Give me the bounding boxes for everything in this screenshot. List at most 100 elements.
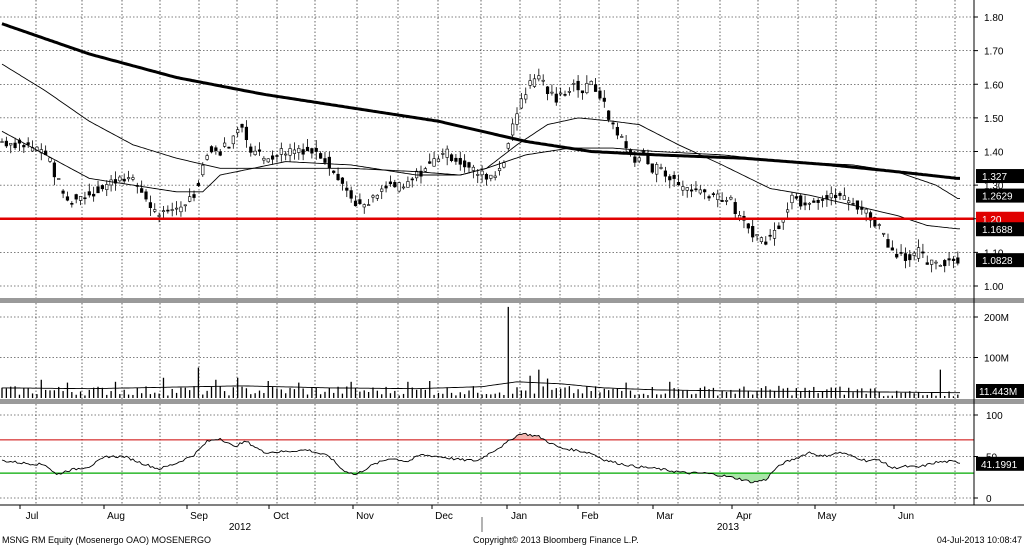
candle-body — [873, 216, 877, 227]
candle-body — [218, 151, 222, 156]
candle-body — [759, 237, 764, 242]
candle-body — [930, 259, 934, 265]
candle-body — [449, 154, 454, 161]
candle-body — [319, 153, 323, 159]
candle-body — [48, 157, 52, 162]
candle-body — [864, 208, 868, 214]
candle-body — [131, 177, 135, 180]
candle-body — [812, 200, 816, 203]
candle-body — [275, 155, 279, 157]
candle-body — [506, 143, 510, 149]
year-label: 2013 — [717, 522, 740, 533]
candle-body — [401, 186, 406, 189]
candle-body — [336, 173, 340, 181]
candle-body — [327, 156, 331, 169]
candle-body — [663, 170, 667, 177]
candle-body — [825, 195, 829, 200]
candle-body — [105, 184, 109, 190]
candle-body — [947, 258, 951, 261]
close-label: 1.0828 — [982, 256, 1013, 267]
candle-body — [502, 162, 506, 168]
candle-body — [528, 80, 532, 86]
ma-50-line — [1, 117, 960, 230]
chart-grid — [0, 0, 974, 505]
candle-body — [751, 226, 755, 238]
volume-tick-label: 100M — [984, 354, 1009, 365]
candle-body — [877, 224, 881, 226]
candle-body — [524, 94, 528, 100]
candle-body — [148, 202, 152, 208]
candle-body — [74, 194, 78, 200]
ma-100-label: 1.2629 — [982, 192, 1013, 203]
candle-body — [436, 158, 441, 162]
candle-body — [345, 187, 349, 191]
candle-body — [572, 83, 576, 85]
candle-body — [92, 193, 96, 197]
candle-body — [305, 146, 310, 152]
candle-body — [720, 200, 724, 202]
rsi-overbought-fill — [214, 433, 545, 440]
month-label: Nov — [356, 511, 374, 522]
candle-body — [144, 191, 148, 200]
candle-body — [511, 123, 515, 136]
candle-body — [794, 196, 798, 199]
candle-body — [956, 257, 960, 264]
ma-50-label-bg — [976, 222, 1024, 237]
security-label: MSNG RM Equity (Mosenergo OAO) MOSENERGO — [2, 535, 212, 545]
candle-body — [340, 177, 345, 184]
candle-body — [943, 260, 947, 267]
candle-body — [484, 174, 489, 180]
volume-last-label: 11.443M — [979, 387, 1017, 398]
ma-200-label: 1.327 — [982, 172, 1007, 183]
month-label: Jan — [511, 511, 527, 522]
candle-body — [934, 261, 938, 264]
candle-body — [912, 252, 916, 256]
ma-100-label-bg — [976, 188, 1024, 203]
candle-body — [201, 164, 205, 176]
month-label: Aug — [107, 511, 125, 522]
candle-body — [925, 262, 929, 265]
price-tick-label: 1.70 — [984, 47, 1004, 58]
candle-body — [921, 251, 925, 254]
candle-body — [628, 150, 633, 153]
candle-body — [938, 265, 942, 267]
candle-body — [580, 90, 585, 94]
candle-body — [895, 253, 899, 258]
candle-body — [842, 195, 846, 200]
month-label: Oct — [273, 511, 289, 522]
candle-body — [620, 136, 624, 138]
candle-body — [284, 153, 288, 156]
ma-200-label-bg — [976, 169, 1024, 184]
candle-body — [380, 188, 384, 192]
candle-body — [227, 146, 231, 149]
candle-body — [598, 90, 602, 99]
candle-body — [786, 209, 790, 213]
rsi-oversold-fill — [55, 473, 772, 483]
candle-body — [445, 148, 449, 158]
candle-body — [314, 147, 318, 152]
candle-body — [681, 186, 685, 191]
candle-body — [790, 194, 794, 204]
price-tick-label: 1.30 — [984, 181, 1004, 192]
candle-body — [367, 204, 371, 206]
rsi-last-label-bg — [976, 456, 1024, 471]
candle-body — [358, 199, 362, 204]
candle-body — [834, 194, 838, 199]
candle-body — [26, 142, 30, 145]
candle-body — [100, 185, 104, 190]
candle-body — [236, 129, 240, 133]
candle-body — [174, 207, 179, 210]
candle-body — [231, 135, 235, 145]
candle-body — [882, 232, 886, 235]
candle-body — [746, 223, 750, 229]
month-label: Jun — [898, 511, 914, 522]
candle-body — [9, 143, 13, 146]
candle-body — [4, 140, 8, 147]
candle-body — [397, 182, 401, 192]
candle-body — [78, 196, 83, 201]
candle-body — [253, 150, 257, 155]
candle-body — [650, 163, 654, 173]
month-label: Feb — [581, 511, 599, 522]
volume-ma-line — [2, 381, 960, 394]
rsi-last-label: 41.1991 — [981, 460, 1018, 471]
